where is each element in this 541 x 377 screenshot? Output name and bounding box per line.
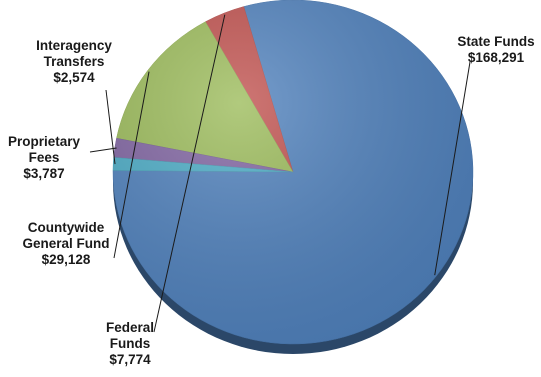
label-text: State Funds (457, 34, 534, 49)
label-value: $29,128 (42, 252, 91, 267)
label-text: General Fund (22, 236, 109, 251)
label-countywide-general-fund: Countywide General Fund $29,128 (22, 220, 109, 267)
label-value: $2,574 (53, 70, 95, 85)
label-text: Proprietary (8, 134, 81, 149)
label-value: $7,774 (109, 352, 151, 367)
label-text: Federal (106, 320, 154, 335)
label-text: Fees (29, 150, 60, 165)
leader-lines (89, 14, 471, 333)
label-value: $168,291 (468, 50, 525, 65)
label-text: Interagency (36, 38, 112, 53)
label-interagency-transfers: Interagency Transfers $2,574 (36, 38, 112, 85)
label-federal-funds: Federal Funds $7,774 (106, 320, 154, 367)
label-state-funds: State Funds $168,291 (457, 34, 534, 65)
pie-slices (112, 0, 474, 345)
leader-line-proprietary-fees (89, 147, 117, 153)
slice-labels: State Funds $168,291 Federal Funds $7,774 Cou… (8, 34, 535, 367)
leader-line-interagency-transfers (105, 89, 116, 165)
label-text: Countywide (28, 220, 105, 235)
label-proprietary-fees: Proprietary Fees $3,787 (8, 134, 81, 181)
label-text: Funds (110, 336, 151, 351)
label-text: Transfers (44, 54, 105, 69)
leader-line-countywide-general-fund (113, 71, 150, 259)
label-value: $3,787 (23, 166, 64, 181)
leader-line-federal-funds (153, 14, 226, 333)
leader-line-state-funds (434, 61, 471, 276)
